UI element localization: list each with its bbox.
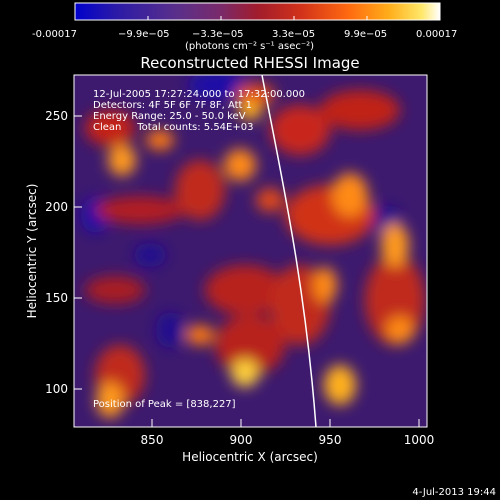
y-tick-label: 100 [45, 382, 68, 396]
colorbar-tick-label: −3.3e−05 [192, 29, 244, 40]
annotation-detectors: Detectors: 4F 5F 6F 7F 8F, Att 1 [93, 100, 252, 111]
colorbar-tick-label: 3.3e−05 [272, 29, 315, 40]
plot-title: Reconstructed RHESSI Image [140, 54, 359, 72]
y-tick-label: 150 [45, 291, 68, 305]
colorbar-tick-label: 9.9e−05 [344, 29, 387, 40]
rhessi-image [74, 75, 427, 427]
annotation-energy-range: Energy Range: 25.0 - 50.0 keV [93, 111, 246, 122]
plot-frame [73, 74, 428, 428]
y-tick-label: 200 [45, 200, 68, 214]
x-tick-label: 900 [230, 433, 253, 447]
x-tick-label: 950 [319, 433, 342, 447]
colorbar-tick-label: 0.00017 [416, 29, 457, 40]
colorbar: -0.00017 −9.9e−05 −3.3e−05 3.3e−05 9.9e−… [32, 2, 457, 52]
colorbar-tick-marks [74, 16, 441, 20]
annotation-clean-counts: Clean Total counts: 5.54E+03 [93, 122, 253, 133]
solar-limb-line [261, 75, 317, 427]
colorbar-tick-label: -0.00017 [32, 29, 77, 40]
colorbar-fill [74, 2, 441, 21]
colorbar-units: (photons cm⁻² s⁻¹ asec⁻²) [185, 41, 314, 52]
x-axis-label: Heliocentric X (arcsec) [182, 450, 318, 464]
colorbar-tick-label: −9.9e−05 [118, 29, 170, 40]
footer-date: 4-Jul-2013 19:44 [412, 487, 496, 498]
y-axis-label: Heliocentric Y (arcsec) [25, 184, 39, 319]
annotation-time-range: 12-Jul-2005 17:27:24.000 to 17:32:00.000 [93, 89, 305, 100]
annotation-peak-position: Position of Peak = [838,227] [93, 399, 236, 410]
y-tick-label: 250 [45, 109, 68, 123]
intensity-field [81, 75, 425, 418]
x-tick-label: 1000 [404, 433, 435, 447]
axis-ticks [74, 115, 420, 427]
x-tick-label: 850 [141, 433, 164, 447]
